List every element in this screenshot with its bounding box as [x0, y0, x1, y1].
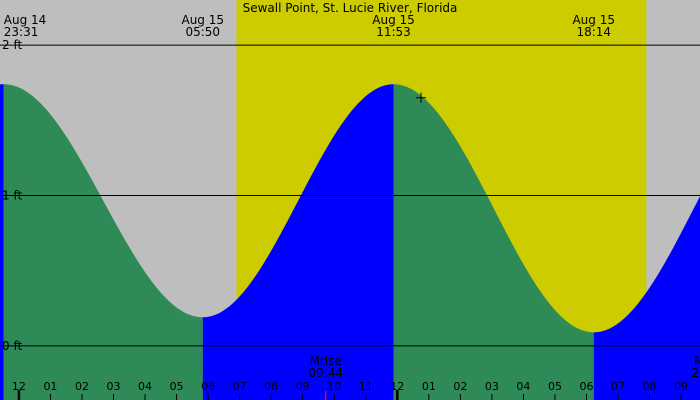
extreme-date: Aug 15	[572, 13, 615, 27]
rising-tide-area	[202, 84, 394, 400]
moon-event-label: Mset	[694, 354, 700, 368]
current-marker	[415, 92, 426, 103]
hour-tick-label: 06	[201, 380, 215, 393]
rising-tide-area	[0, 84, 4, 400]
falling-tide-area	[3, 84, 203, 400]
hour-tick-label: 01	[43, 380, 57, 393]
moon-event-time: 21:52	[691, 366, 700, 380]
extreme-time: 05:50	[185, 25, 220, 39]
current-time-marker	[415, 92, 426, 103]
hour-tick-label: 04	[138, 380, 152, 393]
moon-event-label: Mrise	[310, 354, 342, 368]
extreme-time: 23:31	[4, 25, 39, 39]
y-tick-label: 0 ft	[2, 339, 22, 353]
tide-areas	[0, 84, 700, 400]
hour-tick-label: 10	[327, 380, 341, 393]
falling-tide-area	[393, 84, 594, 400]
extreme-time: 18:14	[576, 25, 611, 39]
hour-tick-label: 05	[170, 380, 184, 393]
extreme-date: Aug 14	[4, 13, 47, 27]
y-tick-label: 1 ft	[2, 188, 22, 202]
extreme-date: Aug 15	[181, 13, 224, 27]
hour-tick-label: 12	[390, 380, 404, 393]
height-gridlines: 2 ft 1 ft 0 ft	[0, 38, 700, 353]
hour-tick-label: 03	[107, 380, 121, 393]
hour-tick-label: 12	[12, 380, 26, 393]
hour-tick-label: 01	[422, 380, 436, 393]
moon-event-time: 09:44	[308, 366, 343, 380]
chart-title: Sewall Point, St. Lucie River, Florida	[243, 1, 458, 15]
hour-tick-label: 09	[674, 380, 688, 393]
hour-axis: 1112010203040506070809101112010203040506…	[12, 380, 688, 400]
hour-tick-label: 07	[611, 380, 625, 393]
extreme-time: 11:53	[376, 25, 411, 39]
hour-tick-label: 08	[643, 380, 657, 393]
extreme-date: Aug 15	[372, 13, 415, 27]
hour-tick-label: 08	[264, 380, 278, 393]
hour-tick-label: 06	[579, 380, 593, 393]
hour-tick-label: 02	[453, 380, 467, 393]
hour-tick-label: 04	[516, 380, 530, 393]
hour-tick-label: 05	[548, 380, 562, 393]
hour-tick-label: 11	[359, 380, 373, 393]
hour-tick-label: 02	[75, 380, 89, 393]
hour-tick-label: 09	[296, 380, 310, 393]
hour-tick-label: 03	[485, 380, 499, 393]
rising-tide-area	[593, 196, 700, 400]
hour-tick-label: 07	[233, 380, 247, 393]
y-tick-label: 2 ft	[2, 38, 22, 52]
